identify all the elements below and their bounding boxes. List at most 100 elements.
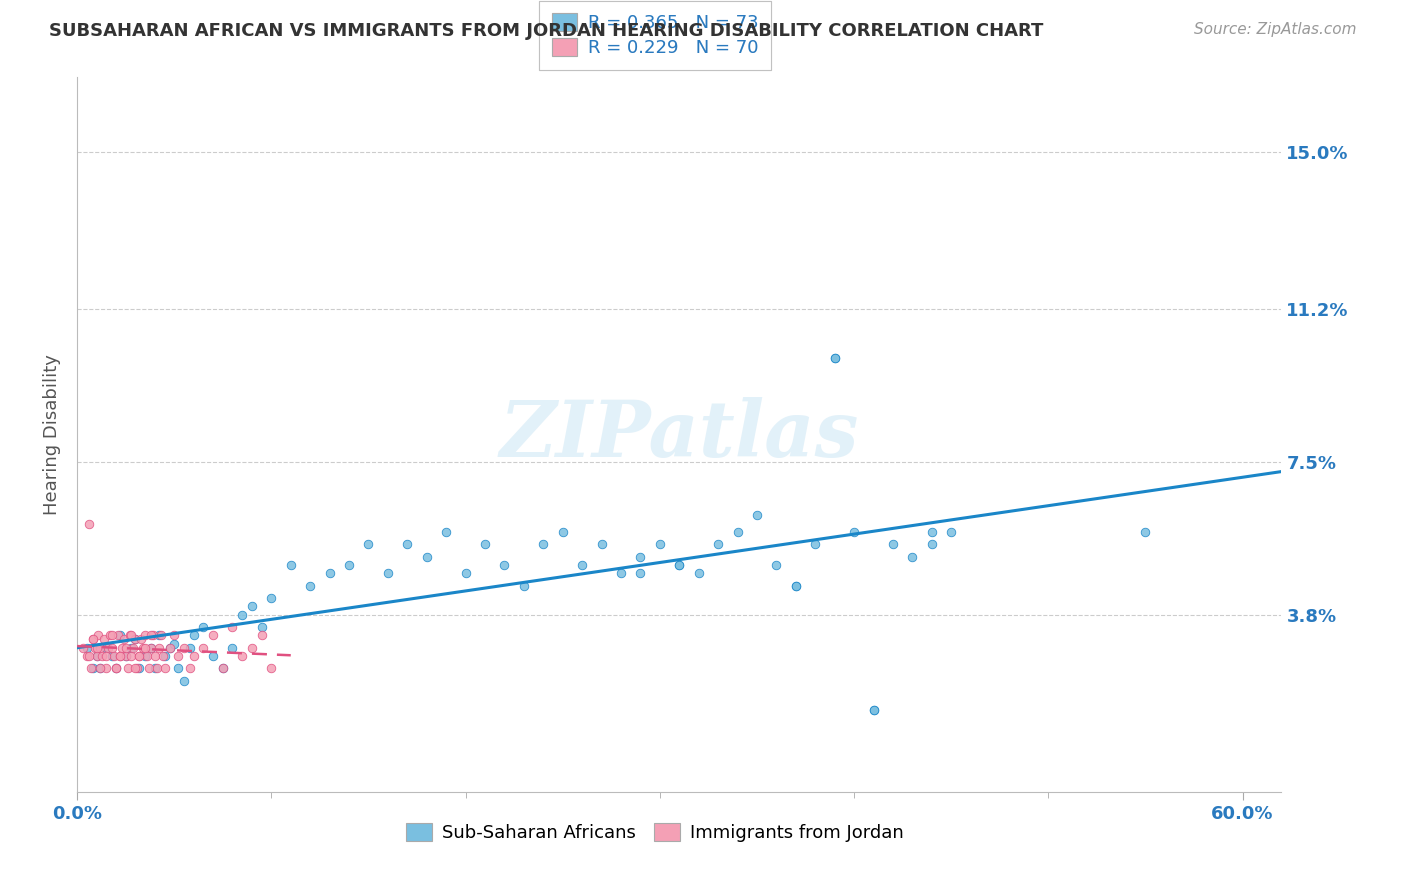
Point (434, 524, 457, 539)
Point (83, 640, 105, 655)
Point (101, 640, 124, 655)
Point (513, 579, 536, 593)
Point (173, 640, 195, 655)
Point (416, 549, 439, 564)
Point (89, 661, 111, 675)
Point (148, 628, 170, 642)
Point (114, 648, 136, 663)
Point (101, 648, 124, 663)
Point (785, 579, 807, 593)
Point (921, 537, 943, 551)
Point (121, 628, 143, 642)
Point (139, 628, 162, 642)
Point (104, 661, 127, 675)
Point (80, 661, 103, 675)
Point (124, 661, 146, 675)
Point (211, 661, 233, 675)
Point (628, 566, 651, 581)
Point (129, 632, 152, 647)
Point (202, 648, 225, 663)
Point (86, 640, 108, 655)
Point (114, 648, 136, 663)
Point (396, 537, 419, 551)
Point (96, 648, 118, 663)
Point (202, 628, 225, 642)
Point (941, 524, 963, 539)
Point (108, 648, 131, 663)
Point (96, 640, 118, 655)
Point (134, 648, 156, 663)
Point (688, 566, 710, 581)
Point (149, 628, 172, 642)
Point (145, 661, 167, 675)
Point (82, 632, 104, 647)
Point (240, 599, 263, 614)
Point (901, 549, 924, 564)
Point (163, 636, 186, 650)
Point (551, 524, 574, 539)
Point (96, 661, 118, 675)
Point (179, 661, 201, 675)
Point (882, 537, 904, 551)
Point (143, 648, 166, 663)
Point (101, 628, 124, 642)
Point (134, 640, 156, 655)
Point (82, 661, 104, 675)
Point (260, 591, 283, 605)
Point (128, 661, 150, 675)
Point (143, 661, 166, 675)
Point (454, 566, 477, 581)
Point (128, 648, 150, 663)
Point (862, 703, 884, 717)
Point (121, 648, 143, 663)
Point (231, 607, 253, 622)
Point (121, 640, 143, 655)
Point (571, 558, 593, 572)
Point (142, 628, 165, 642)
Point (103, 648, 125, 663)
Point (183, 628, 205, 642)
Point (107, 628, 129, 642)
Point (668, 558, 690, 572)
Point (842, 524, 865, 539)
Point (318, 566, 340, 581)
Point (921, 524, 943, 539)
Point (139, 640, 162, 655)
Point (668, 558, 690, 572)
Point (280, 558, 302, 572)
Point (93, 632, 115, 647)
Point (163, 628, 186, 642)
Point (173, 673, 195, 688)
Point (122, 640, 145, 655)
Point (134, 628, 156, 642)
Point (114, 640, 136, 655)
Point (153, 648, 176, 663)
Point (250, 628, 273, 642)
Point (591, 537, 613, 551)
Point (127, 661, 149, 675)
Point (97, 640, 120, 655)
Point (104, 661, 127, 675)
Point (727, 524, 749, 539)
Point (765, 558, 787, 572)
Legend: R = 0.365   N = 73, R = 0.229   N = 70: R = 0.365 N = 73, R = 0.229 N = 70 (538, 1, 772, 70)
Point (221, 620, 243, 634)
Point (77, 516, 100, 531)
Point (77, 648, 100, 663)
Point (299, 579, 322, 593)
Point (98, 628, 121, 642)
Point (91, 648, 114, 663)
Point (377, 566, 399, 581)
Text: Source: ZipAtlas.com: Source: ZipAtlas.com (1194, 22, 1357, 37)
Point (89, 640, 111, 655)
Point (159, 640, 181, 655)
Point (211, 661, 233, 675)
Point (531, 537, 554, 551)
Point (89, 661, 111, 675)
Point (111, 640, 134, 655)
Point (193, 620, 215, 634)
Point (628, 549, 651, 564)
Text: SUBSAHARAN AFRICAN VS IMMIGRANTS FROM JORDAN HEARING DISABILITY CORRELATION CHAR: SUBSAHARAN AFRICAN VS IMMIGRANTS FROM JO… (49, 22, 1043, 40)
Point (159, 640, 181, 655)
Point (183, 648, 205, 663)
